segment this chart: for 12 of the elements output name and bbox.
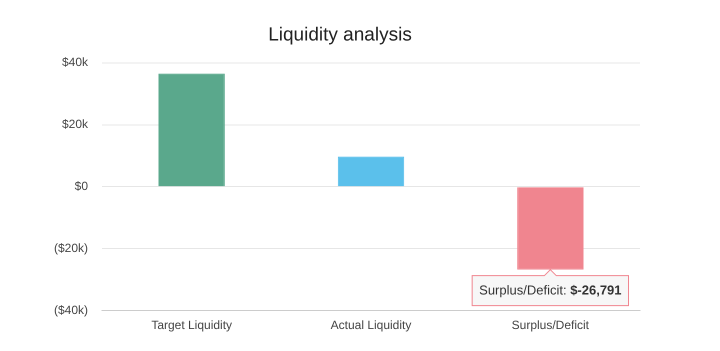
annotation: Surplus/Deficit: $-26,791 (479, 282, 622, 298)
bar (158, 74, 225, 186)
bar (338, 156, 404, 186)
y-tick-label: $0 (74, 179, 88, 194)
y-tick-label: ($20k) (54, 240, 88, 255)
y-tick-label: $40k (62, 55, 90, 70)
x-tick-label: Surplus/Deficit (512, 318, 590, 332)
x-tick-label: Actual Liquidity (330, 318, 412, 332)
y-tick-label: $20k (62, 117, 90, 132)
x-tick-label: Target Liquidity (151, 318, 232, 332)
y-tick-label: ($40k) (54, 302, 88, 317)
chart-title: Liquidity analysis (268, 24, 412, 46)
